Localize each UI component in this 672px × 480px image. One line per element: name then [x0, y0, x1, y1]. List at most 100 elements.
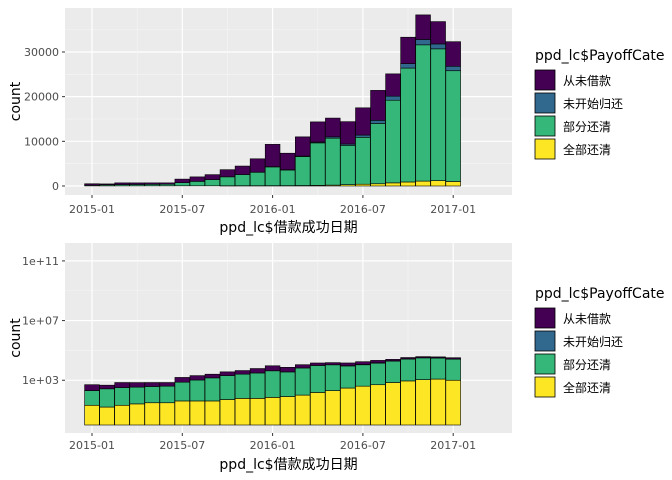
- chart-bottom-log: 1e+03 1e+07 1e+11 2015-01 2015-07 2016-01 2016…: [8, 243, 665, 473]
- bar-全部还清-2015-01: [84, 404, 100, 426]
- bar-从未借款-2017-01: [445, 41, 461, 67]
- bar-全部还清-2015-05: [144, 402, 160, 426]
- bar-从未借款-2015-09: [204, 174, 221, 180]
- bar-从未借款-2016-04: [310, 121, 326, 143]
- x-tick-label: 2016-01: [250, 439, 296, 452]
- bar-从未借款-2015-09: [204, 373, 221, 379]
- legend-label-部分还清: 部分还清: [563, 119, 611, 134]
- bar-部分还清-2015-05: [144, 386, 160, 404]
- bar-全部还清-2016-10: [400, 181, 416, 187]
- bar-全部还清-2016-04: [310, 392, 326, 426]
- bar-全部还清-2017-01: [445, 181, 461, 187]
- bar-未开始归还-2016-08: [370, 120, 386, 124]
- bar-从未借款-2016-05: [325, 117, 341, 138]
- bar-部分还清-2016-05: [325, 364, 341, 391]
- bar-部分还清-2015-01: [84, 390, 100, 406]
- bar-从未借款-2016-03: [295, 364, 311, 369]
- x-tick-label: 2016-01: [250, 203, 296, 216]
- bar-部分还清-2016-03: [295, 367, 311, 396]
- bar-从未借款-2016-06: [340, 362, 356, 367]
- y-axis-title: count: [8, 318, 24, 358]
- bar-全部还清-2016-01: [264, 397, 281, 426]
- x-axis-title: ppd_lc$借款成功日期: [219, 220, 357, 236]
- bar-部分还清-2015-06: [159, 385, 175, 404]
- y-tick-label: 1e+03: [22, 374, 59, 387]
- bar-部分还清-2016-08: [370, 362, 386, 386]
- bar-全部还清-2016-08: [370, 384, 386, 426]
- chart-top-linear: 0 10000 20000 30000 2015-01 2015-07 2016-01 201…: [8, 8, 665, 236]
- bar-从未借款-2016-04: [310, 362, 326, 366]
- bar-部分还清-2017-01: [445, 358, 461, 381]
- legend-key-从未借款: [534, 69, 556, 91]
- bar-从未借款-2016-06: [340, 121, 356, 145]
- bar-部分还清-2016-01: [264, 166, 281, 186]
- bar-全部还清-2015-09: [204, 400, 221, 426]
- bar-未开始归还-2016-11: [415, 39, 431, 46]
- y-tick-label: 1e+07: [22, 315, 59, 328]
- bar-从未借款-2015-07: [174, 178, 190, 183]
- bar-全部还清-2017-01: [445, 379, 461, 426]
- bar-从未借款-2016-10: [400, 357, 416, 360]
- bar-部分还清-2016-01: [264, 370, 281, 398]
- bar-部分还清-2015-08: [189, 181, 206, 187]
- bar-部分还清-2016-11: [415, 357, 431, 380]
- bar-从未借款-2015-04: [129, 382, 145, 388]
- y-axis-title: count: [8, 81, 24, 121]
- bar-部分还清-2016-04: [310, 365, 326, 393]
- bar-从未借款-2015-07: [174, 377, 190, 383]
- bar-从未借款-2016-07: [355, 361, 371, 365]
- bar-全部还清-2016-12: [430, 180, 446, 187]
- bar-部分还清-2015-07: [174, 182, 190, 187]
- bar-部分还清-2016-12: [430, 357, 446, 380]
- bar-部分还清-2015-10: [219, 176, 236, 187]
- bar-从未借款-2016-03: [295, 136, 311, 157]
- bar-全部还清-2016-03: [295, 394, 311, 426]
- bar-从未借款-2015-08: [189, 375, 206, 381]
- bar-全部还清-2016-06: [340, 387, 356, 426]
- bar-部分还清-2015-12: [249, 372, 266, 399]
- bar-从未借款-2015-03: [114, 382, 130, 388]
- bar-从未借款-2015-12: [249, 368, 266, 374]
- legend-label-全部还清: 全部还清: [563, 142, 611, 157]
- x-tick-label: 2015-01: [69, 439, 115, 452]
- bar-从未借款-2015-10: [219, 371, 236, 376]
- bar-全部还清-2016-07: [355, 385, 371, 426]
- bar-从未借款-2017-01: [445, 357, 461, 360]
- bar-全部还清-2016-02: [279, 396, 296, 426]
- x-tick-label: 2015-01: [69, 203, 115, 216]
- bar-未开始归还-2016-12: [430, 43, 446, 50]
- legend-label-从未借款: 从未借款: [563, 74, 611, 88]
- y-tick-label: 20000: [24, 91, 59, 104]
- y-tick-label: 1e+11: [22, 255, 59, 268]
- bar-部分还清-2015-09: [204, 377, 221, 402]
- bar-全部还清-2015-06: [159, 402, 175, 426]
- bar-部分还清-2015-11: [234, 174, 251, 187]
- x-axis-title: ppd_lc$借款成功日期: [219, 457, 357, 473]
- y-tick-label: 0: [52, 180, 59, 193]
- bar-部分还清-2016-06: [340, 365, 356, 389]
- bar-部分还清-2015-10: [219, 375, 236, 400]
- legend-key-部分还清: [534, 115, 556, 137]
- bar-全部还清-2015-11: [234, 398, 251, 426]
- bar-部分还清-2016-09: [385, 360, 401, 383]
- bar-部分还清-2015-09: [204, 179, 221, 187]
- bar-从未借款-2015-11: [234, 165, 251, 175]
- bar-全部还清-2015-03: [114, 404, 130, 426]
- bar-从未借款-2015-04: [129, 182, 145, 185]
- bar-从未借款-2015-03: [114, 182, 130, 185]
- bar-从未借款-2015-06: [159, 182, 175, 185]
- bar-从未借款-2016-02: [279, 152, 296, 171]
- legend-key-全部还清: [534, 376, 556, 398]
- bar-从未借款-2015-06: [159, 382, 175, 387]
- bar-从未借款-2016-05: [325, 362, 341, 366]
- bar-全部还清-2016-05: [325, 390, 341, 426]
- legend-key-从未借款: [534, 307, 556, 329]
- bar-部分还清-2016-02: [279, 371, 296, 397]
- x-tick-label: 2016-07: [340, 203, 386, 216]
- bar-全部还清-2015-04: [129, 403, 145, 426]
- bar-部分还清-2015-03: [114, 387, 130, 406]
- bar-部分还清-2016-05: [325, 137, 341, 186]
- bar-全部还清-2015-07: [174, 400, 190, 426]
- bar-全部还清-2015-08: [189, 400, 206, 426]
- bar-部分还清-2015-08: [189, 379, 206, 402]
